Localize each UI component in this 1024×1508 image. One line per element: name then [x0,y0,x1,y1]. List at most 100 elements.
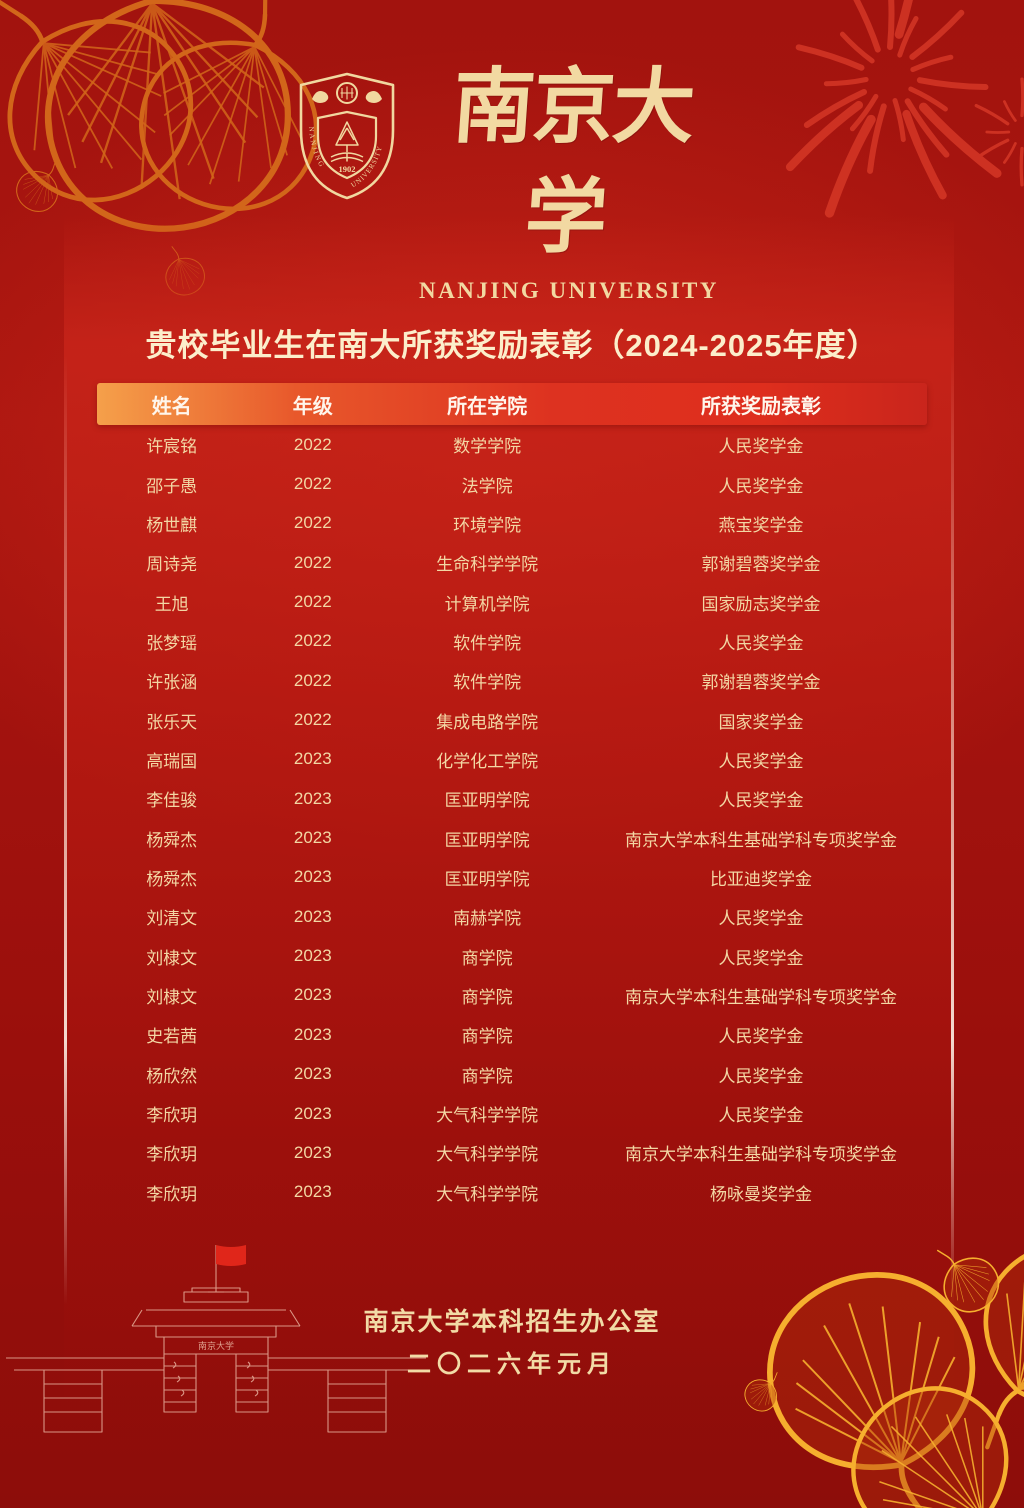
cell-college: 软件学院 [453,673,522,693]
cell-college: 数学学院 [453,437,522,457]
cell-college: 商学院 [461,948,513,968]
table-row: 杨舜杰 2023 匡亚明学院 南京大学本科生基础学科专项奖学金 [97,818,927,857]
brand-block: 南京大学 NANJING UNIVERSITY [414,52,724,304]
cell-award: 杨咏曼奖学金 [709,1184,812,1204]
cell-award: 南京大学本科生基础学科专项奖学金 [624,987,897,1007]
university-emblem-icon: 1902 NANJING UNIVERSITY [299,72,395,200]
table-row: 王旭 2022 计算机学院 国家励志奖学金 [97,582,927,621]
svg-text:NANJING: NANJING [307,126,326,170]
cell-grade: 2023 [293,867,332,887]
cell-award: 人民奖学金 [718,791,804,811]
cell-college: 环境学院 [453,515,522,535]
cell-name: 张梦瑶 [146,633,198,653]
cell-award: 国家奖学金 [718,712,804,732]
cell-grade: 2023 [293,828,332,848]
cell-name: 杨世麒 [146,515,198,535]
cell-name: 李佳骏 [146,791,198,811]
cell-award: 人民奖学金 [718,476,804,496]
cell-grade: 2023 [293,906,332,926]
cell-college: 商学院 [461,1066,513,1086]
table-row: 刘清文 2023 南赫学院 人民奖学金 [97,897,927,936]
table-row: 高瑞国 2023 化学化工学院 人民奖学金 [97,740,927,779]
table-row: 李欣玥 2023 大气科学学院 人民奖学金 [97,1094,927,1133]
cell-award: 南京大学本科生基础学科专项奖学金 [624,1145,897,1165]
cell-college: 匡亚明学院 [444,830,530,850]
cell-name: 史若茜 [146,1027,198,1047]
table-row: 许张涵 2022 软件学院 郭谢碧蓉奖学金 [97,661,927,700]
table-row: 史若茜 2023 商学院 人民奖学金 [97,1015,927,1054]
table-row: 张乐天 2022 集成电路学院 国家奖学金 [97,700,927,739]
cell-name: 许宸铭 [146,437,198,457]
cell-grade: 2022 [293,513,332,533]
cell-college: 计算机学院 [444,594,530,614]
cell-name: 刘棣文 [146,987,198,1007]
table-row: 李欣玥 2023 大气科学学院 南京大学本科生基础学科专项奖学金 [97,1133,927,1172]
table-row: 邵子愚 2022 法学院 人民奖学金 [97,464,927,503]
university-name-english: NANJING UNIVERSITY [419,278,719,303]
cell-grade: 2023 [293,946,332,966]
column-header-award: 所获奖励表彰 [700,395,821,418]
cell-award: 人民奖学金 [718,751,804,771]
cell-college: 大气科学学院 [436,1184,539,1204]
table-row: 刘棣文 2023 商学院 人民奖学金 [97,936,927,975]
cell-college: 南赫学院 [453,909,522,929]
page-title: 贵校毕业生在南大所获奖励表彰（2024-2025年度） [145,328,879,363]
table-row: 杨欣然 2023 商学院 人民奖学金 [97,1055,927,1094]
cell-college: 匡亚明学院 [444,791,530,811]
cell-grade: 2022 [293,631,332,651]
cell-name: 周诗尧 [146,555,198,575]
table-row: 周诗尧 2022 生命科学学院 郭谢碧蓉奖学金 [97,543,927,582]
cell-name: 杨欣然 [146,1066,198,1086]
cell-grade: 2022 [293,474,332,494]
cell-name: 刘清文 [146,909,198,929]
column-header-name: 姓名 [151,395,192,418]
cell-award: 郭谢碧蓉奖学金 [701,673,821,693]
cell-grade: 2023 [293,985,332,1005]
cell-college: 匡亚明学院 [444,869,530,889]
cell-college: 软件学院 [453,633,522,653]
table-row: 杨舜杰 2023 匡亚明学院 比亚迪奖学金 [97,858,927,897]
table-row: 许宸铭 2022 数学学院 人民奖学金 [97,425,927,464]
cell-name: 李欣玥 [146,1145,198,1165]
cell-grade: 2023 [293,788,332,808]
cell-college: 法学院 [461,476,513,496]
table-row: 李欣玥 2023 大气科学学院 杨咏曼奖学金 [97,1173,927,1212]
cell-grade: 2022 [293,434,332,454]
table-row: 杨世麒 2022 环境学院 燕宝奖学金 [97,504,927,543]
cell-award: 国家励志奖学金 [701,594,821,614]
cell-name: 邵子愚 [146,476,198,496]
cell-college: 商学院 [461,1027,513,1047]
cell-grade: 2022 [293,552,332,572]
cell-grade: 2023 [293,1064,332,1084]
cell-award: 人民奖学金 [718,633,804,653]
cell-award: 人民奖学金 [718,1066,804,1086]
table-row: 李佳骏 2023 匡亚明学院 人民奖学金 [97,779,927,818]
cell-grade: 2023 [293,1024,332,1044]
cell-college: 生命科学学院 [436,555,539,575]
cell-grade: 2022 [293,710,332,730]
cell-college: 大气科学学院 [436,1145,539,1165]
cell-grade: 2023 [293,1142,332,1162]
cell-name: 王旭 [154,594,189,614]
cell-name: 杨舜杰 [146,869,198,889]
table-body: 许宸铭 2022 数学学院 人民奖学金 邵子愚 2022 法学院 人民奖学金 杨… [97,425,927,1212]
cell-college: 化学化工学院 [436,751,539,771]
emblem-ring-text-left: NANJING [307,126,324,170]
table-row: 张梦瑶 2022 软件学院 人民奖学金 [97,622,927,661]
cell-name: 李欣玥 [146,1184,198,1204]
university-name-calligraphy: 南京大学 [449,59,697,265]
panel-edge-highlight-right [951,355,954,1305]
cell-college: 集成电路学院 [436,712,539,732]
cell-name: 杨舜杰 [146,830,198,850]
cell-grade: 2022 [293,592,332,612]
cell-grade: 2022 [293,670,332,690]
cell-award: 郭谢碧蓉奖学金 [701,555,821,575]
emblem-year: 1902 [339,164,356,174]
footer-date: 二〇二六年元月 [407,1351,617,1378]
cell-name: 高瑞国 [146,751,198,771]
column-header-college: 所在学院 [447,395,528,418]
table-header: 姓名 年级 所在学院 所获奖励表彰 [97,383,927,425]
cell-award: 南京大学本科生基础学科专项奖学金 [624,830,897,850]
cell-award: 人民奖学金 [718,909,804,929]
